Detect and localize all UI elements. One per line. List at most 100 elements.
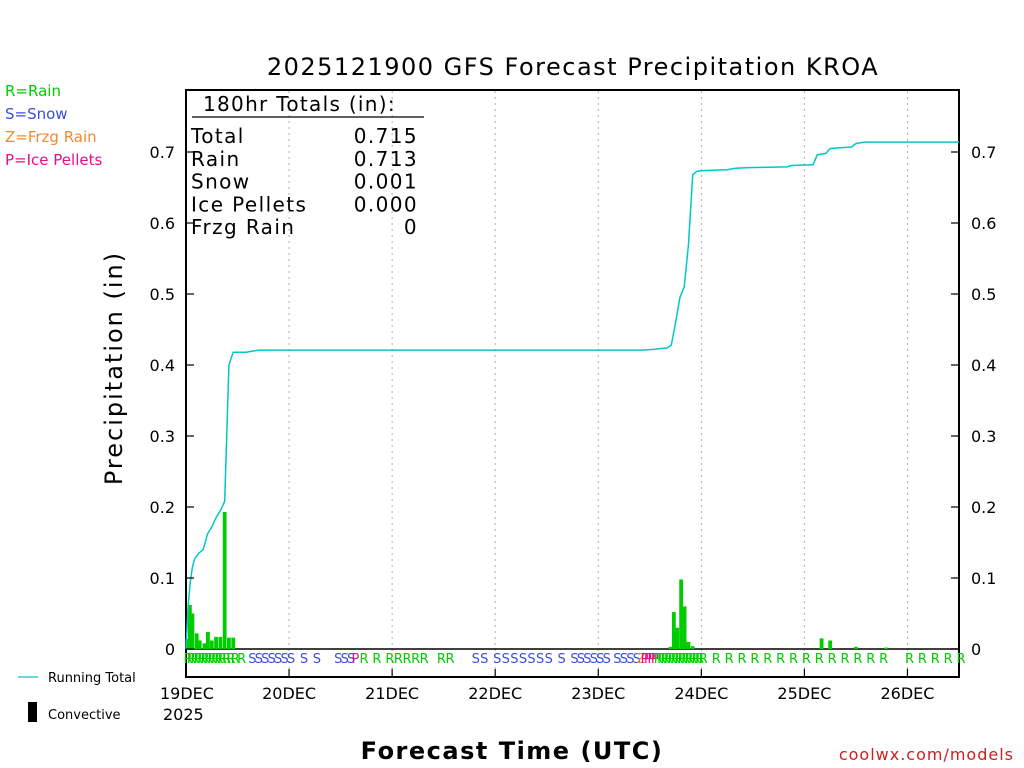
precip-bar [209, 640, 214, 649]
ptype-legend-item: S=Snow [5, 105, 68, 123]
ptype-marker: R [194, 652, 203, 667]
convective-legend-swatch [28, 702, 37, 722]
ptype-marker: S [280, 652, 288, 667]
ptype-marker: R [402, 652, 411, 667]
y-axis-right: 0 0.1 0.2 0.3 0.4 0.5 0.6 0.7 [951, 143, 996, 659]
precip-bar [884, 647, 888, 649]
y-tick-label-right: 0.2 [971, 498, 996, 517]
ptype-marker: R [956, 652, 965, 667]
x-tick-label: 19DEC [160, 684, 214, 703]
ptype-marker: S [557, 652, 565, 667]
ptype-marker: R [879, 652, 888, 667]
ptype-marker: R [866, 652, 875, 667]
ptype-marker: S [596, 652, 604, 667]
ptype-marker: R [931, 652, 940, 667]
ptype-marker: R [237, 652, 246, 667]
ptype-marker: R [750, 652, 759, 667]
ptype-marker: R [712, 652, 721, 667]
precip-bar [686, 641, 691, 649]
ptype-marker: R [657, 652, 666, 667]
ptype-marker: S [570, 652, 578, 667]
ptype-marker: S [313, 652, 321, 667]
totals-row-label: Snow [191, 170, 251, 194]
ptype-marker: S [261, 652, 269, 667]
ptype-marker: S [300, 652, 308, 667]
x-tick-label: 21DEC [365, 684, 419, 703]
totals-row-value: 0.000 [354, 192, 418, 216]
ptype-marker: R [776, 652, 785, 667]
y-tick-label: 0 [165, 640, 175, 659]
precip-bar [679, 579, 684, 649]
precip-bar [675, 627, 680, 649]
ptype-marker: P [647, 652, 655, 667]
y-tick-label-right: 0.6 [971, 214, 996, 233]
ptype-marker: S [480, 652, 488, 667]
precip-bar [690, 646, 695, 649]
running-total-legend-label: Running Total [48, 671, 136, 686]
ptype-marker: R [674, 652, 683, 667]
precip-bars [185, 511, 888, 649]
ptype-marker: R [204, 652, 213, 667]
ptype-marker: P [641, 652, 649, 667]
ptype-marker: S [590, 652, 598, 667]
y-tick-label-right: 0.1 [971, 569, 996, 588]
ptype-marker: R [218, 652, 227, 667]
ptype-marker: S [287, 652, 295, 667]
ptype-marker: R [187, 652, 196, 667]
ptype-marker: R [678, 652, 687, 667]
y-tick-label: 0.2 [150, 498, 175, 517]
ptype-marker: R [654, 652, 663, 667]
ptype-marker: R [944, 652, 953, 667]
precip-bar [682, 606, 687, 649]
y-tick-label-right: 0.5 [971, 285, 996, 304]
ptype-marker: R [201, 652, 210, 667]
ptype-marker: R [437, 652, 446, 667]
ptype-marker: R [360, 652, 369, 667]
ptype-marker: R [789, 652, 798, 667]
precip-bar [671, 612, 676, 649]
y-tick-label: 0.6 [150, 214, 175, 233]
ptype-marker: S [248, 652, 256, 667]
ptype-marker: S [510, 652, 518, 667]
grid-lines [187, 91, 958, 676]
ptype-legend-item: Z=Frzg Rain [5, 128, 97, 146]
ptype-marker: S [274, 652, 282, 667]
ptype-marker: R [763, 652, 772, 667]
totals-row-value: 0 [404, 215, 418, 239]
y-tick-label-right: 0.3 [971, 427, 996, 446]
y-tick-label-right: 0.7 [971, 143, 996, 162]
y-tick-label: 0.3 [150, 427, 175, 446]
ptype-marker: P [644, 652, 652, 667]
ptype-marker: S [527, 652, 535, 667]
x-tick-label: 22DEC [468, 684, 522, 703]
ptype-marker: S [341, 652, 349, 667]
ptype-marker: R [411, 652, 420, 667]
y-tick-label: 0.4 [150, 356, 175, 375]
y-axis-label: Precipitation (in) [100, 251, 128, 485]
precip-bar [819, 638, 824, 649]
ptype-marker: S [577, 652, 585, 667]
y-axis-left: 0 0.1 0.2 0.3 0.4 0.5 0.6 0.7 [150, 143, 194, 659]
ptype-marker: R [667, 652, 676, 667]
precip-bar [218, 636, 223, 649]
ptype-marker: R [208, 652, 217, 667]
x-axis-label: Forecast Time (UTC) [361, 737, 664, 765]
precip-bar [227, 637, 231, 649]
x-axis: 19DEC 2025 20DEC 21DEC 22DEC 23DEC 24DEC 25DEC 2… [160, 669, 934, 724]
ptype-marker: R [197, 652, 206, 667]
ptype-marker: Z [637, 652, 646, 667]
totals-header: 180hr Totals (in): [203, 92, 396, 116]
y-tick-label: 0.7 [150, 143, 175, 162]
precip-bar [197, 640, 202, 649]
ptype-marker: R [692, 652, 701, 667]
ptype-marker: S [493, 652, 501, 667]
ptype-marker: S [255, 652, 263, 667]
ptype-marker: S [268, 652, 276, 667]
precip-bar [194, 633, 199, 649]
ptype-marker: S [583, 652, 591, 667]
ptype-marker: R [737, 652, 746, 667]
y-tick-label: 0.1 [150, 569, 175, 588]
convective-legend-label: Convective [48, 708, 121, 723]
ptype-marker: R [372, 652, 381, 667]
